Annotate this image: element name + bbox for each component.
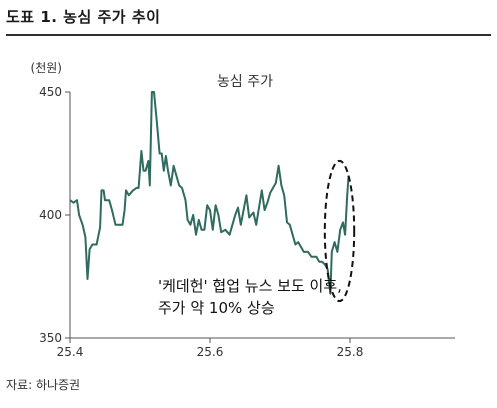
y-tick-label: 450 bbox=[39, 85, 62, 99]
x-tick-label: 25.8 bbox=[337, 345, 364, 359]
y-tick-label: 400 bbox=[39, 208, 62, 222]
y-axis-unit-label: (천원) bbox=[31, 60, 62, 75]
annotation-line-2: 주가 약 10% 상승 bbox=[158, 299, 275, 317]
title-divider bbox=[6, 34, 491, 36]
highlight-ellipse bbox=[323, 159, 356, 303]
stock-price-chart: 350 400 450 25.4 25.6 25.8 (천원) 농심 주가 '케데헌' 협… bbox=[31, 60, 455, 359]
x-tick-label: 25.6 bbox=[197, 345, 224, 359]
annotation-line-1: '케데헌' 협업 뉴스 보도 이후, bbox=[158, 277, 342, 295]
axis-ticks: 350 400 450 25.4 25.6 25.8 bbox=[39, 85, 363, 359]
series-line-nongshim bbox=[69, 91, 350, 295]
source-note: 자료: 하나증권 bbox=[6, 378, 81, 392]
y-tick-label: 350 bbox=[39, 331, 62, 345]
chart-title: 도표 1. 농심 주가 추이 bbox=[6, 8, 161, 26]
x-tick-label: 25.4 bbox=[57, 345, 84, 359]
series-label: 농심 주가 bbox=[217, 74, 273, 90]
